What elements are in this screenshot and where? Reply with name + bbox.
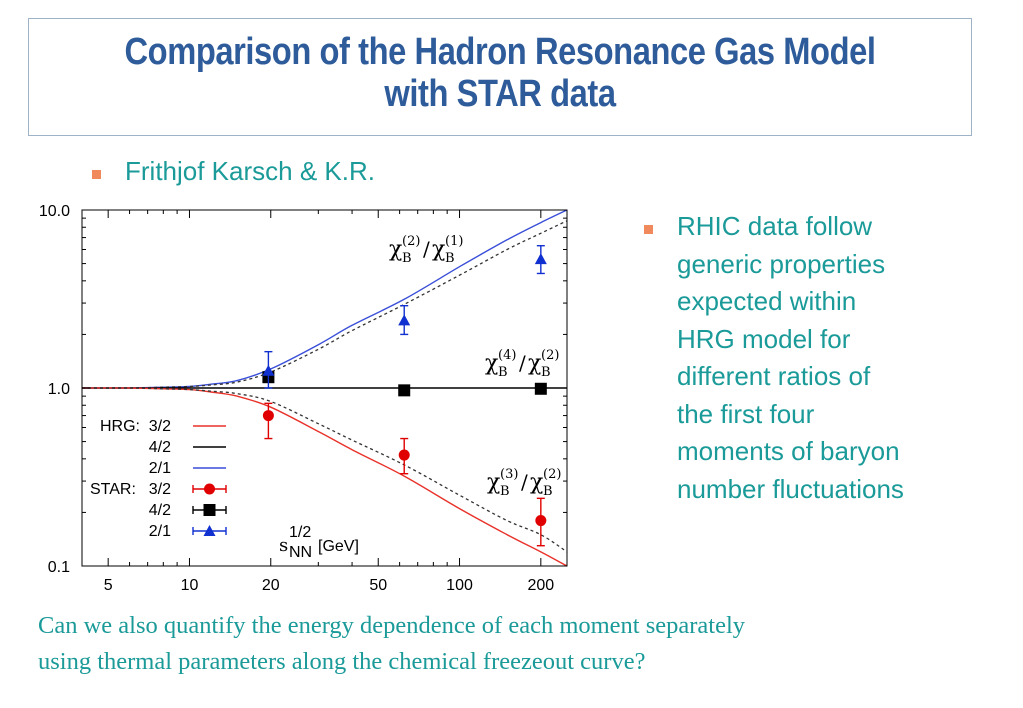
ratio-label-part: B — [541, 365, 551, 380]
chart-points — [262, 245, 547, 547]
title-box: Comparison of the Hadron Resonance Gas M… — [28, 18, 972, 136]
x-tick-label: 5 — [104, 577, 113, 594]
x-tick-label: 20 — [262, 577, 280, 594]
data-point-star-32 — [535, 515, 547, 527]
legend-label: 4/2 — [149, 439, 171, 456]
x-tick-label: 200 — [527, 577, 554, 594]
ratio-label-part: (1) — [445, 234, 463, 249]
ratio-label-part: / — [521, 470, 528, 494]
author-text: Frithjof Karsch & K.R. — [125, 156, 375, 186]
side-text-line: HRG model for — [677, 323, 851, 354]
x-axis-label-base: s — [279, 535, 288, 556]
legend-prefix-star: STAR: — [90, 481, 136, 498]
data-point-star-32 — [398, 449, 410, 461]
ratio-label-part: (3) — [500, 467, 518, 482]
ratio-label-2-1: χ (2)B / χ (1)B — [389, 234, 463, 266]
square-bullet-icon — [92, 170, 101, 179]
data-point-star-42 — [534, 382, 547, 395]
ratio-label-part: χ — [528, 351, 541, 376]
page-title: Comparison of the Hadron Resonance Gas M… — [95, 31, 905, 115]
ratio-label-part: χ — [487, 470, 500, 495]
side-text: RHIC data follow generic properties expe… — [677, 208, 977, 508]
ratio-label-part: (2) — [402, 234, 420, 249]
x-tick-label: 50 — [369, 577, 387, 594]
ratio-label-part: χ — [389, 237, 402, 262]
legend-swatch-marker — [204, 483, 215, 495]
x-axis-label-sub: NN — [289, 544, 312, 561]
data-point-star-21 — [398, 314, 411, 326]
ratio-label-part: / — [519, 351, 526, 375]
x-axis-label: s NN 1/2 [GeV] — [279, 524, 359, 561]
footer-line2: using thermal parameters along the chemi… — [38, 648, 646, 675]
y-tick-label: 0.1 — [48, 559, 70, 576]
side-text-line: moments of baryon — [677, 436, 900, 466]
side-text-line: different ratios of — [677, 361, 871, 391]
page-title-line2: with STAR data — [384, 73, 616, 115]
data-point-star-42 — [398, 384, 411, 397]
legend-label: 2/1 — [149, 523, 171, 540]
ratio-label-4-2: χ (4)B / χ (2)B — [485, 348, 559, 380]
ratio-label-part: / — [423, 237, 430, 261]
footer-text: Can we also quantify the energy dependen… — [38, 608, 998, 680]
ratio-label-part: B — [402, 251, 412, 266]
ratio-label-part: χ — [432, 237, 445, 262]
x-axis-label-sup: 1/2 — [289, 524, 311, 541]
page-title-line1: Comparison of the Hadron Resonance Gas M… — [124, 31, 876, 73]
legend: HRG: STAR: 3/2 4/2 2/1 3/2 4/2 2/1 — [90, 418, 227, 540]
side-text-line: the first four — [677, 398, 815, 429]
series-hrg-32-dotted — [81, 387, 568, 553]
ratio-label-part: χ — [530, 470, 543, 495]
legend-label: 3/2 — [149, 481, 171, 498]
ratio-label-part: B — [500, 484, 510, 499]
x-tick-label: 10 — [181, 577, 199, 594]
ratio-label-3-2: χ (3)B / χ (2)B — [487, 467, 561, 499]
series-hrg-21-dotted — [81, 220, 568, 389]
side-text-line: RHIC data follow — [677, 211, 873, 241]
chart-curves — [81, 209, 568, 567]
ratio-label-part: (4) — [498, 348, 516, 363]
y-tick-label: 10.0 — [39, 203, 70, 220]
x-tick-label: 100 — [446, 577, 473, 594]
ratio-label-part: (2) — [541, 348, 559, 363]
legend-label: 2/1 — [149, 460, 171, 477]
y-tick-label: 1.0 — [48, 381, 70, 398]
data-point-star-32 — [262, 410, 274, 422]
ratio-label-part: B — [498, 365, 508, 380]
annotations: χ (2)B / χ (1)Bχ (4)B / χ (2)Bχ (3)B / χ (2)Bs NN1/2[… — [279, 234, 561, 561]
legend-prefix-hrg: HRG: — [100, 418, 140, 435]
legend-swatch-marker — [203, 504, 216, 516]
legend-label: 3/2 — [149, 418, 171, 435]
legend-label: 4/2 — [149, 502, 171, 519]
ratio-label-part: B — [445, 251, 455, 266]
side-text-line: number fluctuations — [677, 473, 904, 504]
ratio-label-part: χ — [485, 351, 498, 376]
ratio-label-part: B — [543, 484, 553, 499]
x-axis-label-unit: [GeV] — [318, 538, 359, 555]
side-text-line: generic properties — [677, 248, 886, 279]
axis-ticks: 5 10 20 50 100 200 0.1 1.0 10.0 — [39, 203, 567, 594]
ratio-label-part: (2) — [543, 467, 561, 482]
side-text-line: expected within — [677, 286, 857, 316]
data-point-star-21 — [534, 253, 547, 265]
legend-swatch-marker — [203, 525, 216, 536]
footer-line1: Can we also quantify the energy dependen… — [38, 612, 746, 639]
square-bullet-icon — [644, 225, 653, 234]
data-point-star-21 — [262, 364, 275, 376]
